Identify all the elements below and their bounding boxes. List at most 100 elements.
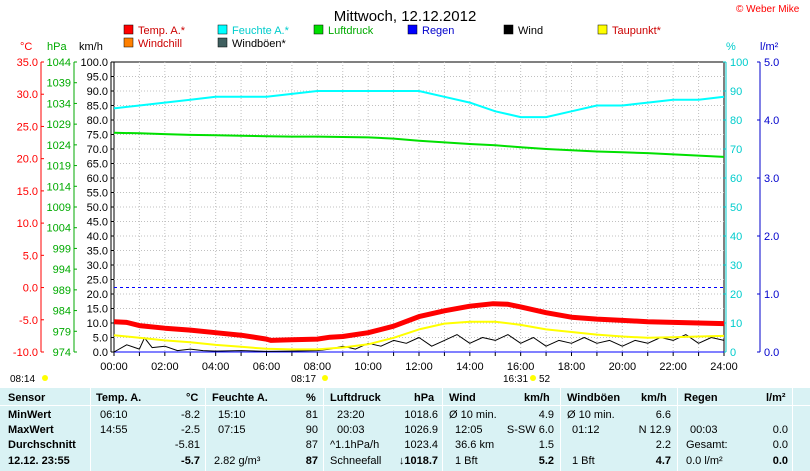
header-sensor: Sensor bbox=[8, 392, 46, 404]
header-pressure: Luftdruck bbox=[330, 392, 381, 404]
legend-label: Temp. A.* bbox=[138, 25, 186, 37]
pressure-tick-label: 1014 bbox=[47, 181, 71, 193]
avg-press-desc: ^1.1hPa/h bbox=[330, 439, 380, 451]
legend-swatch bbox=[407, 24, 418, 35]
humidity-tick-label: 60 bbox=[730, 173, 742, 185]
max-press-time: 00:03 bbox=[337, 424, 365, 436]
x-tick-label: 04:00 bbox=[202, 361, 230, 373]
wind-tick-label: 95.0 bbox=[87, 72, 108, 84]
max-gust-time: 01:12 bbox=[572, 424, 600, 436]
max-wind-time: 12:05 bbox=[455, 424, 483, 436]
avg-wind-desc: 36.6 km bbox=[455, 439, 495, 451]
wind-tick-label: 90.0 bbox=[87, 86, 108, 98]
rain-tick-label: 3.0 bbox=[764, 173, 779, 185]
pressure-unit-label: hPa bbox=[47, 41, 67, 53]
header-gust: Windböen bbox=[567, 392, 621, 404]
min-hum-time: 15:10 bbox=[218, 409, 246, 421]
legend-swatch bbox=[123, 37, 134, 48]
avg-rain-value: 0.0 bbox=[772, 439, 788, 451]
min-press-value: 1018.6 bbox=[404, 409, 438, 421]
wind-tick-label: 10.0 bbox=[87, 318, 108, 330]
row-avg-label: Durchschnitt bbox=[8, 439, 76, 451]
series-line-feuchte-a bbox=[113, 90, 725, 119]
sunrise-dot bbox=[42, 375, 48, 381]
legend-swatch bbox=[217, 37, 228, 48]
rain-unit-label: l/m² bbox=[760, 41, 779, 53]
series-line-wind bbox=[113, 334, 725, 353]
wind-tick-label: 35.0 bbox=[87, 246, 108, 258]
header-pressure-unit: hPa bbox=[414, 392, 435, 404]
header-temp-unit: °C bbox=[186, 392, 199, 404]
series-line-luftdruck bbox=[113, 131, 725, 158]
wind-tick-label: 50.0 bbox=[87, 202, 108, 214]
chart-labels: 00:00 02:00 04:00 06:00 08:00 10:00 12:00 14:00… bbox=[13, 57, 779, 373]
row-max-label: MaxWert bbox=[8, 424, 54, 436]
header-humidity-unit: % bbox=[306, 392, 316, 404]
header-wind: Wind bbox=[449, 392, 476, 404]
legend-label: Wind bbox=[518, 25, 543, 37]
current-press-value: ↓1018.7 bbox=[398, 455, 438, 467]
x-tick-label: 22:00 bbox=[659, 361, 687, 373]
temp-tick-label: -5.0 bbox=[19, 315, 38, 327]
max-rain-value: 0.0 bbox=[772, 424, 788, 436]
x-tick-label: 00:00 bbox=[100, 361, 128, 373]
humidity-tick-label: 0 bbox=[730, 347, 736, 359]
legend-label: Luftdruck bbox=[328, 25, 374, 37]
sunset-extra: 52 bbox=[539, 374, 551, 385]
legend-label: Feuchte A.* bbox=[232, 25, 290, 37]
header-humidity: Feuchte A. bbox=[212, 392, 268, 404]
legend-swatch bbox=[503, 24, 514, 35]
legend-swatch bbox=[313, 24, 324, 35]
stats-table: Sensor Temp. A. °C Feuchte A. % Luftdruc… bbox=[0, 388, 810, 471]
humidity-tick-label: 40 bbox=[730, 231, 742, 243]
pressure-tick-label: 984 bbox=[53, 306, 71, 318]
temp-tick-label: 15.0 bbox=[17, 186, 38, 198]
table-header-divider bbox=[0, 405, 810, 406]
wind-tick-label: 100.0 bbox=[80, 57, 108, 69]
chart-legend: Temp. A.* Feuchte A.* Luftdruck Regen Wind Ta… bbox=[123, 24, 662, 50]
current-gust-value: 4.7 bbox=[655, 455, 671, 467]
humidity-tick-label: 80 bbox=[730, 115, 742, 127]
min-temp-value: -8.2 bbox=[181, 409, 200, 421]
wind-tick-label: 30.0 bbox=[87, 260, 108, 272]
pressure-tick-label: 999 bbox=[53, 243, 71, 255]
temp-tick-label: 0.0 bbox=[23, 283, 38, 295]
max-hum-time: 07:15 bbox=[218, 424, 246, 436]
chart-title: Mittwoch, 12.12.2012 bbox=[334, 8, 477, 25]
humidity-tick-label: 50 bbox=[730, 202, 742, 214]
pressure-trend-down-icon: ↓ bbox=[398, 455, 405, 467]
min-press-time: 23:20 bbox=[337, 409, 365, 421]
x-tick-label: 10:00 bbox=[354, 361, 382, 373]
temp-tick-label: 30.0 bbox=[17, 89, 38, 101]
humidity-unit-label: % bbox=[726, 41, 736, 53]
avg-wind-value: 1.5 bbox=[538, 439, 554, 451]
temp-tick-label: 10.0 bbox=[17, 218, 38, 230]
pressure-tick-label: 1029 bbox=[47, 119, 71, 131]
rain-tick-label: 2.0 bbox=[764, 231, 779, 243]
weather-chart: 00:00 02:00 04:00 06:00 08:00 10:00 12:00 14:00… bbox=[10, 4, 800, 385]
wind-tick-label: 80.0 bbox=[87, 115, 108, 127]
legend-label: Regen bbox=[422, 25, 454, 37]
pressure-tick-label: 1039 bbox=[47, 78, 71, 90]
table-col-divider bbox=[90, 388, 91, 471]
series-line-temp-a bbox=[113, 301, 725, 343]
humidity-tick-label: 90 bbox=[730, 86, 742, 98]
pressure-tick-label: 979 bbox=[53, 326, 71, 338]
temp-tick-label: 25.0 bbox=[17, 121, 38, 133]
min-wind-desc: Ø 10 min. bbox=[449, 409, 497, 421]
wind-tick-label: 25.0 bbox=[87, 275, 108, 287]
temp-tick-label: 5.0 bbox=[23, 250, 38, 262]
x-tick-label: 24:00 bbox=[710, 361, 738, 373]
current-temp-value: -5.7 bbox=[181, 455, 200, 467]
table-col-divider bbox=[792, 388, 793, 471]
header-gust-unit: km/h bbox=[641, 392, 667, 404]
pressure-tick-label: 1004 bbox=[47, 223, 71, 235]
sunrise-time: 08:14 bbox=[10, 374, 35, 385]
chart-series bbox=[113, 90, 725, 353]
legend-label: Windchill bbox=[138, 38, 182, 50]
x-tick-label: 12:00 bbox=[405, 361, 433, 373]
avg-press-value: 1023.4 bbox=[404, 439, 438, 451]
wind-tick-label: 55.0 bbox=[87, 188, 108, 200]
max-gust-dir: N 12.9 bbox=[638, 424, 671, 436]
pressure-tick-label: 1034 bbox=[47, 98, 71, 110]
